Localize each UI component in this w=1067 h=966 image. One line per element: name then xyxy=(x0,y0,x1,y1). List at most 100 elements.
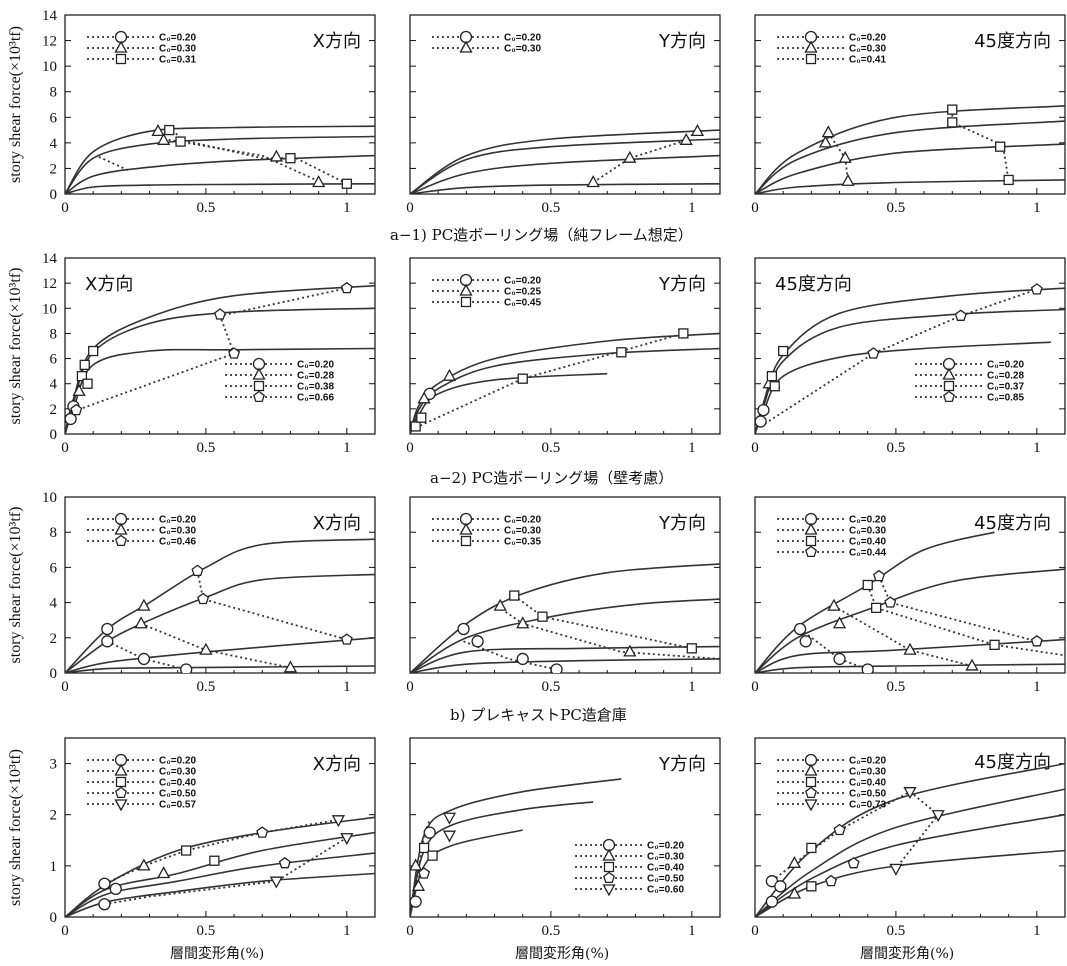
ytick-label-r2c0: 6 xyxy=(50,560,58,576)
legend-marker-r1c2-3 xyxy=(943,390,955,403)
legend-label-r3c1-0: C₀=0.20 xyxy=(647,841,684,852)
data-point-r2c0-1 xyxy=(101,635,114,648)
data-point-r2c0-4 xyxy=(137,598,151,611)
panel-r3-c1: 0 0.5 1 Y方向 C₀=0.20C₀=0.30C₀=0.40C₀=0.50C₀=0… xyxy=(406,737,721,939)
plot-frame-r0c1 xyxy=(409,14,721,195)
ytick-label-r2c0: 4 xyxy=(50,596,58,612)
legend-marker-r1c1-2 xyxy=(460,296,472,308)
xtick-label-r3c1: 0.5 xyxy=(542,923,561,939)
series-group-r0c1 xyxy=(410,124,720,194)
direction-label-r3c0: X方向 xyxy=(313,754,361,775)
data-point-r0c2-2 xyxy=(838,150,852,163)
data-point-r3c2-7 xyxy=(833,823,846,836)
plot-frame-r3c0 xyxy=(64,737,376,918)
xtick-label-r2c2: 0.5 xyxy=(887,679,906,695)
data-point-r0c0-0 xyxy=(151,124,165,137)
ytick-label-r0c0: 4 xyxy=(50,136,58,152)
data-point-r2c0-10 xyxy=(340,633,353,645)
series-group-r0c2 xyxy=(755,104,1065,194)
data-point-r3c2-12 xyxy=(889,863,903,876)
legend-marker-r0c2-1 xyxy=(804,40,818,53)
legend-label-r3c0-1: C₀=0.30 xyxy=(159,767,196,778)
direction-label-r2c0: X方向 xyxy=(313,513,361,534)
legend-marker-r3c0-1 xyxy=(114,763,128,776)
xtick-label-r0c1: 0 xyxy=(406,200,414,216)
plot-frame-r3c2 xyxy=(754,737,1066,918)
data-point-r2c2-13 xyxy=(1030,634,1043,647)
data-point-r3c2-2 xyxy=(765,895,779,908)
series-line-r3c2-0 xyxy=(755,849,1065,917)
data-point-r3c1-5 xyxy=(418,867,431,879)
legend-label-r0c2-0: C₀=0.20 xyxy=(849,33,886,44)
data-point-r3c2-3 xyxy=(787,855,802,868)
data-point-r2c2-6 xyxy=(903,642,917,655)
xtick-label-r3c2: 0.5 xyxy=(887,923,906,939)
legend-marker-r1c2-1 xyxy=(942,367,956,380)
ytick-label-r2c0: 2 xyxy=(50,631,58,647)
data-point-r2c2-12 xyxy=(884,596,897,608)
legend-label-r0c1-1: C₀=0.30 xyxy=(504,44,541,55)
ytick-label-r1c0: 4 xyxy=(50,377,58,393)
legend-marker-r3c1-1 xyxy=(602,848,616,861)
xlabel-mid: 層間変形角(%) xyxy=(515,945,609,962)
legend-label-r2c0-0: C₀=0.20 xyxy=(159,515,196,526)
legend-marker-r2c0-2 xyxy=(115,534,127,547)
data-point-r3c2-8 xyxy=(825,874,838,887)
xtick-label-r0c2: 0.5 xyxy=(887,200,906,216)
xtick-label-r3c0: 0 xyxy=(61,923,69,939)
direction-label-r3c1: Y方向 xyxy=(658,754,706,775)
data-point-r3c1-7 xyxy=(442,812,457,825)
legend-marker-r2c1-1 xyxy=(459,522,473,535)
data-point-r1c0-10 xyxy=(340,281,353,294)
data-point-r0c2-3 xyxy=(841,173,855,186)
data-point-r3c0-2 xyxy=(98,898,111,911)
data-point-r1c0-6 xyxy=(82,378,93,389)
xtick-label-r0c2: 0 xyxy=(751,200,759,216)
legend-label-r2c1-0: C₀=0.20 xyxy=(504,515,541,526)
legend-label-r2c1-2: C₀=0.35 xyxy=(504,537,541,548)
ytick-label-r3c0: 0 xyxy=(50,910,58,926)
xtick-label-r0c2: 1 xyxy=(1033,200,1041,216)
data-point-r2c1-4 xyxy=(493,598,507,611)
collapse-path-r2c1-2 xyxy=(513,594,693,650)
legend-label-r3c2-0: C₀=0.20 xyxy=(849,756,886,767)
data-point-r2c2-7 xyxy=(965,658,979,671)
plot-frame-r0c2 xyxy=(754,14,1066,195)
series-line-r2c0-1 xyxy=(65,637,375,673)
xlabel-right: 層間変形角(%) xyxy=(860,945,954,962)
plot-frame-r3c1 xyxy=(409,737,721,918)
data-point-r2c0-7 xyxy=(283,660,298,673)
caption-a2: a−2) PC造ボーリング場（壁考慮） xyxy=(430,469,673,487)
collapse-path-r2c0-2 xyxy=(196,570,348,641)
data-point-r0c0-5 xyxy=(175,136,186,147)
data-point-r1c1-4 xyxy=(416,412,427,423)
direction-label-r0c1: Y方向 xyxy=(658,31,706,52)
plot-frame-r2c2 xyxy=(754,496,1066,674)
xtick-label-r3c2: 1 xyxy=(1033,923,1041,939)
legend-marker-r0c1-1 xyxy=(459,40,473,53)
legend-label-r1c1-1: C₀=0.25 xyxy=(504,287,541,298)
legend-label-r3c2-2: C₀=0.40 xyxy=(849,778,886,789)
collapse-path-r2c2-3 xyxy=(878,575,1038,643)
xtick-label-r0c1: 1 xyxy=(688,200,696,216)
data-point-r1c0-2 xyxy=(72,383,86,396)
legend-label-r3c0-4: C₀=0.57 xyxy=(159,800,196,811)
collapse-path-r1c2-0 xyxy=(760,288,1038,428)
ytick-label-r2c0: 0 xyxy=(50,666,58,682)
series-line-r0c1-3 xyxy=(410,129,720,194)
data-point-r2c2-10 xyxy=(989,639,1000,650)
data-point-r0c0-1 xyxy=(157,132,171,145)
data-point-r3c2-5 xyxy=(806,842,817,854)
xtick-label-r1c1: 1 xyxy=(688,440,696,456)
legend-marker-r2c1-2 xyxy=(460,535,472,547)
collapse-path-r0c2-1 xyxy=(951,109,1010,182)
series-line-r2c1-2 xyxy=(410,598,720,673)
series-line-r1c1-2 xyxy=(410,332,720,434)
data-point-r1c0-5 xyxy=(88,345,99,357)
data-point-r2c2-9 xyxy=(871,602,882,614)
data-point-r2c2-5 xyxy=(832,616,847,629)
series-line-r3c0-3 xyxy=(65,816,375,917)
series-line-r1c1-1 xyxy=(410,347,720,434)
data-point-r0c0-7 xyxy=(341,178,352,189)
